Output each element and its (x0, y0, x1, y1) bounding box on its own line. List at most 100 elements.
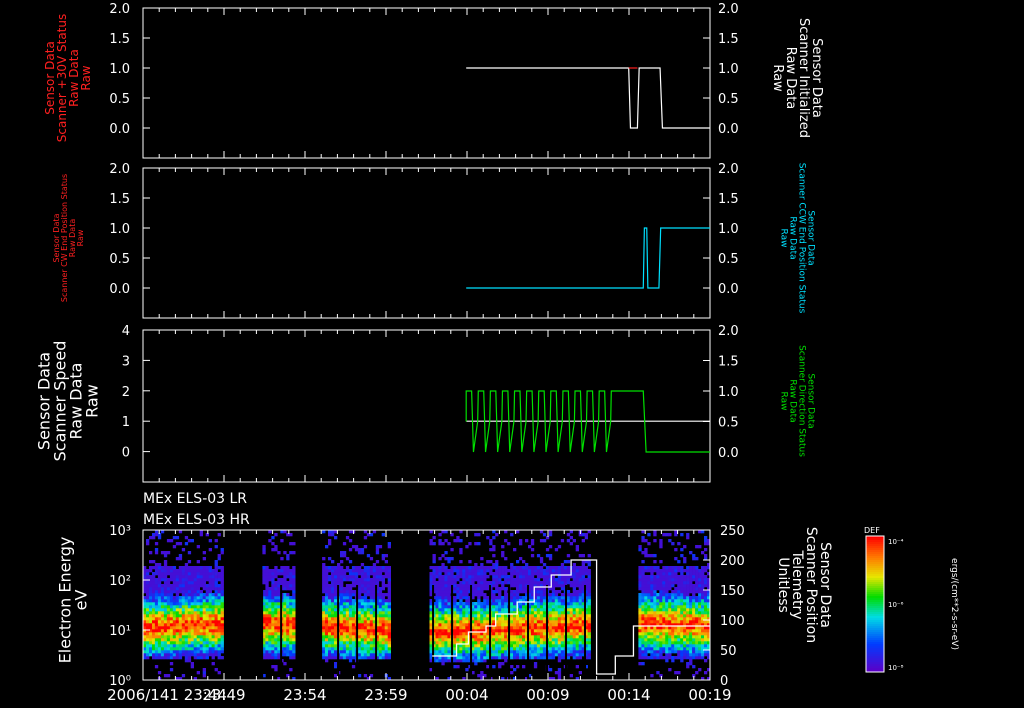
spectrogram-cell (489, 560, 493, 564)
spectrogram-cell (328, 611, 332, 615)
spectrogram-cell (695, 557, 699, 561)
spectrogram-cell (680, 635, 684, 639)
spectrogram-cell (707, 608, 711, 612)
spectrogram-cell (160, 605, 165, 609)
spectrogram-cell (166, 584, 171, 588)
spectrogram-cell (166, 641, 171, 645)
spectrogram-cell (149, 578, 153, 582)
spectrogram-cell (662, 635, 666, 639)
spectrogram-cell (199, 602, 203, 606)
spectrogram-cell (262, 602, 266, 606)
spectrogram-cell (516, 647, 520, 651)
spectrogram-cell (342, 620, 347, 624)
spectrogram-cell (462, 602, 466, 606)
spectrogram-cell (211, 629, 215, 633)
spectrogram-cell (536, 578, 541, 582)
spectrogram-cell (483, 599, 487, 603)
spectrogram-cell (190, 644, 194, 648)
spectrogram-cell (492, 602, 496, 606)
spectrogram-cell (360, 647, 365, 651)
spectrogram-cell (528, 653, 532, 657)
spectrogram-cell (283, 653, 287, 657)
spectrogram-cell (504, 557, 508, 561)
spectrogram-cell (447, 584, 451, 588)
spectrogram-cell (453, 614, 457, 618)
spectrogram-cell (262, 638, 266, 642)
spectrogram-cell (154, 542, 159, 546)
spectrogram-cell (328, 653, 332, 657)
spectrogram-cell (683, 596, 687, 600)
spectrogram-cell (495, 533, 499, 537)
spectrogram-cell (453, 590, 457, 594)
spectrogram-cell (381, 599, 385, 603)
spectrogram-cell (271, 632, 275, 636)
spectrogram-cell (351, 572, 356, 576)
spectrogram-cell (569, 644, 573, 648)
spectrogram-cell (190, 608, 194, 612)
spectrogram-cell (575, 626, 579, 630)
spectrogram-cell (486, 575, 490, 579)
spectrogram-cell (342, 644, 347, 648)
spectrogram-cell (548, 587, 553, 591)
spectrogram-cell (152, 581, 156, 585)
spectrogram-cell (322, 629, 326, 633)
spectrogram-cell (348, 623, 353, 627)
spectrogram-cell (441, 581, 445, 585)
spectrogram-cell (154, 623, 159, 627)
spectrogram-cell (650, 608, 654, 612)
spectrogram-cell (432, 536, 436, 540)
spectrogram-cell (465, 623, 469, 627)
spectrogram-cell (217, 584, 221, 588)
spectrogram-cell (701, 641, 705, 645)
spectrogram-cell (387, 572, 391, 576)
spectrogram-cell (351, 665, 356, 669)
spectrogram-cell (501, 623, 505, 627)
spectrogram-cell (701, 617, 705, 621)
spectrogram-cell (360, 602, 365, 606)
spectrogram-cell (569, 536, 573, 540)
spectrogram-cell (286, 596, 290, 600)
spectrogram-cell (572, 605, 576, 609)
spectrogram-cell (292, 593, 296, 597)
spectrogram-cell (536, 569, 541, 573)
spectrogram-cell (513, 590, 517, 594)
left-axis-label-line: Raw (79, 65, 93, 90)
spectrogram-cell (584, 623, 588, 627)
spectrogram-cell (369, 644, 374, 648)
spectrogram-cell (337, 569, 341, 573)
spectrogram-cell (689, 614, 693, 618)
spectrogram-cell (181, 641, 186, 645)
spectrogram-cell (438, 584, 442, 588)
spectrogram-cell (572, 617, 576, 621)
spectrogram-cell (143, 572, 147, 576)
spectrogram-cell (665, 620, 669, 624)
spectrogram-cell (641, 647, 645, 651)
spectrogram-cell (504, 611, 508, 615)
spectrogram-cell (695, 626, 699, 630)
spectrogram-cell (378, 608, 383, 612)
spectrogram-cell (533, 626, 538, 630)
spectrogram-cell (644, 641, 648, 645)
spectrogram-cell (492, 614, 496, 618)
spectrogram-cell (707, 563, 711, 567)
spectrogram-cell (205, 644, 209, 648)
spectrogram-cell (378, 629, 383, 633)
spectrogram-cell (447, 623, 451, 627)
spectrogram-cell (587, 572, 591, 576)
spectrogram-cell (360, 548, 365, 552)
spectrogram-cell (692, 557, 696, 561)
spectrogram-cell (366, 569, 371, 573)
spectrogram-cell (522, 653, 526, 657)
spectrogram-cell (286, 626, 290, 630)
spectrogram-cell (707, 599, 711, 603)
spectrogram-cell (578, 671, 582, 675)
spectrogram-cell (695, 650, 699, 654)
scan-stripe (565, 585, 568, 680)
spectrogram-cell (572, 608, 576, 612)
spectrogram-cell (539, 611, 544, 615)
spectrogram-cell (340, 647, 344, 651)
spectrogram-cell (372, 572, 377, 576)
spectrogram-cell (674, 581, 678, 585)
spectrogram-cell (554, 647, 559, 651)
spectrogram-cell (641, 662, 645, 666)
